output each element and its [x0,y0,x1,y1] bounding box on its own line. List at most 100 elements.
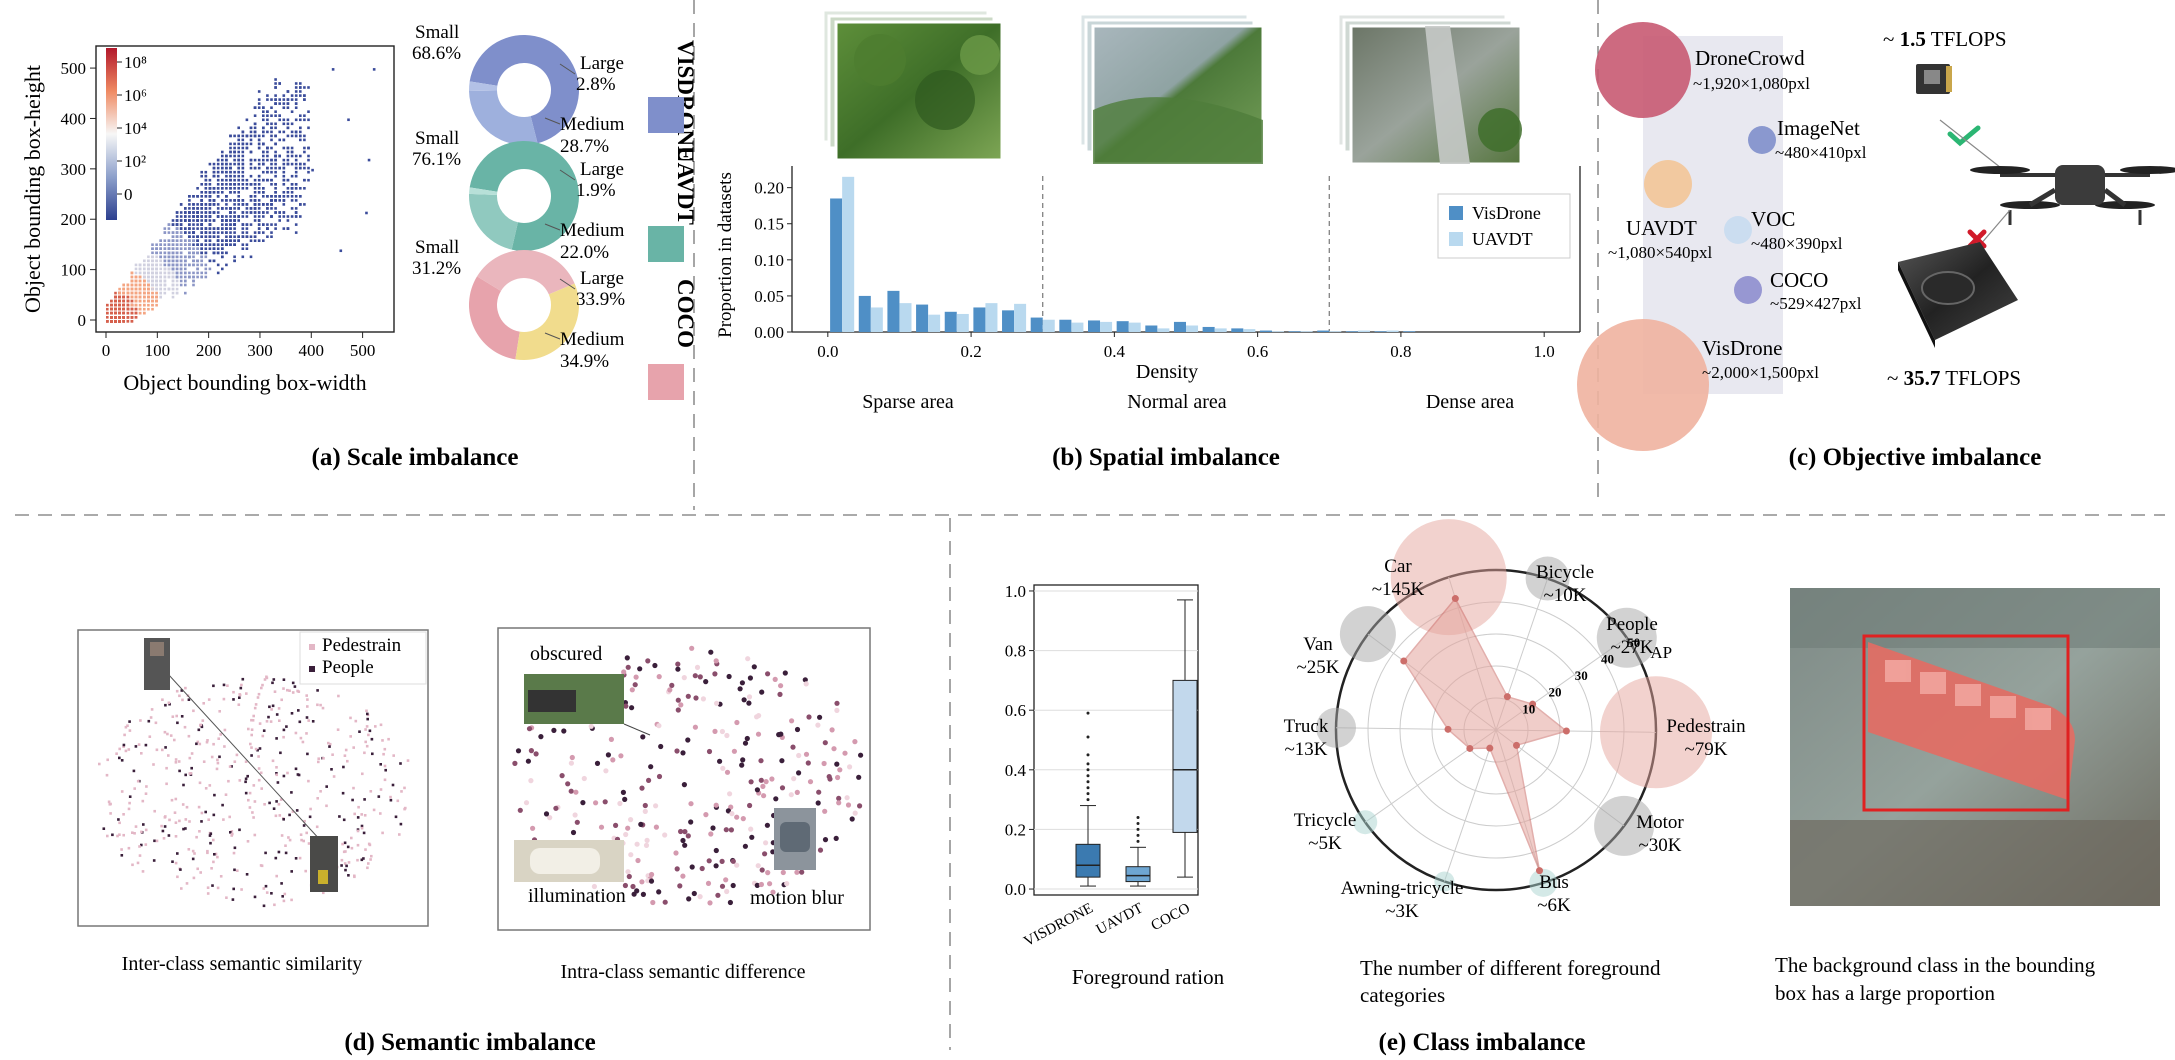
scatter-point [266,178,269,182]
pedestrain-point [202,760,206,763]
scatter-point [237,239,240,242]
scatter-point [229,150,232,154]
bar-uavdt [985,303,998,332]
embedding-point [759,689,765,695]
scatter-point [221,267,224,271]
scatter-point [208,203,212,206]
people-point [200,725,204,729]
pedestrain-point [199,871,202,874]
embedding-point [730,882,736,889]
embedding-point [758,758,764,764]
scatter-point [184,227,187,230]
scatter-point [262,106,265,109]
embedding-point [744,735,750,742]
scatter-point [225,166,228,170]
scatter-point [290,154,294,158]
scatter-point [274,187,277,190]
medium-value: 34.9% [560,351,609,372]
pedestrain-point [250,728,254,731]
small-label: Small [415,128,459,149]
embedding-point [528,748,535,754]
pedestrain-point [240,683,243,687]
scatter-point [241,203,245,206]
outlier-point [1086,711,1090,715]
scatter-point [266,94,269,97]
scatter-point [221,251,224,255]
medium-label: Medium [560,114,625,135]
scatter-point [294,223,298,226]
embedding-point [754,787,761,793]
box-uavdt [1125,866,1151,883]
people-point [212,813,216,817]
scatter-point [159,255,162,259]
pedestrain-point [365,725,369,728]
embedding-point [594,760,601,767]
people-point [370,737,374,741]
scatter-point [274,86,277,89]
legend-people-marker [309,666,315,672]
donut-slice-large [515,283,579,360]
scatter-point [257,106,261,109]
scatter-point [221,247,224,250]
pedestrain-point [105,773,109,777]
people-point [182,827,185,831]
scatter-point [303,98,306,101]
scatter-point [159,239,162,242]
large-label: Large [580,53,624,74]
bar-marks [830,176,1416,332]
category-count: ~10K [1543,585,1586,606]
legend-coco-swatch [648,364,684,400]
scatter-point [212,235,216,238]
legend-coco-label: COCO [673,279,698,348]
pedestrain-point [248,791,252,795]
embedding-point [730,858,736,864]
scatter-point [159,243,162,246]
pedestrain-point [185,805,189,809]
people-point [280,882,283,885]
embedding-point [686,896,692,902]
scatter-point [130,279,134,283]
scatter-point [126,283,130,287]
scatter-point [270,183,273,186]
scatter-point [167,275,171,279]
people-point [362,831,366,835]
dataset-visdrone-name: VisDrone [1702,336,1782,360]
embedding-point [834,761,840,767]
people-point [290,712,294,715]
ap-axis-label: AP [1650,643,1672,662]
scatter-point [303,114,306,117]
pedestrain-point [115,752,118,755]
pedestrain-point [305,732,308,735]
pedestrain-point [226,684,229,687]
people-point [191,857,195,861]
scatter-point [253,187,257,190]
pedestrain-point [261,683,264,687]
inter-class-caption: Inter-class semantic similarity [122,953,363,975]
dataset-imagenet-res: ~480×410pxl [1775,143,1867,162]
scatter-point [290,130,294,134]
pedestrain-point [187,734,191,738]
scatter-point [208,207,212,210]
people-point [178,769,181,773]
scatter-point [155,263,158,267]
scatter-point [278,215,281,218]
pedestrain-point [116,834,119,838]
embedding-point [625,664,631,670]
scatter-point [147,291,150,295]
scatter-point [233,146,236,150]
embedding-point [525,758,532,764]
scatter-point [294,102,298,105]
check-icon [1947,125,1981,147]
bar-uavdt [1100,321,1113,332]
scatter-point [155,299,158,303]
pedestrain-point [155,748,159,752]
outlier-point [1086,780,1090,784]
scatter-point [294,215,298,218]
scatter-point [134,275,138,279]
outlier-point [1136,839,1140,843]
scatter-point [294,195,298,198]
pedestrain-point [387,737,390,741]
y-tick-label: 0.20 [754,179,784,198]
scatter-point [151,259,154,263]
pedestrain-point [181,803,185,806]
